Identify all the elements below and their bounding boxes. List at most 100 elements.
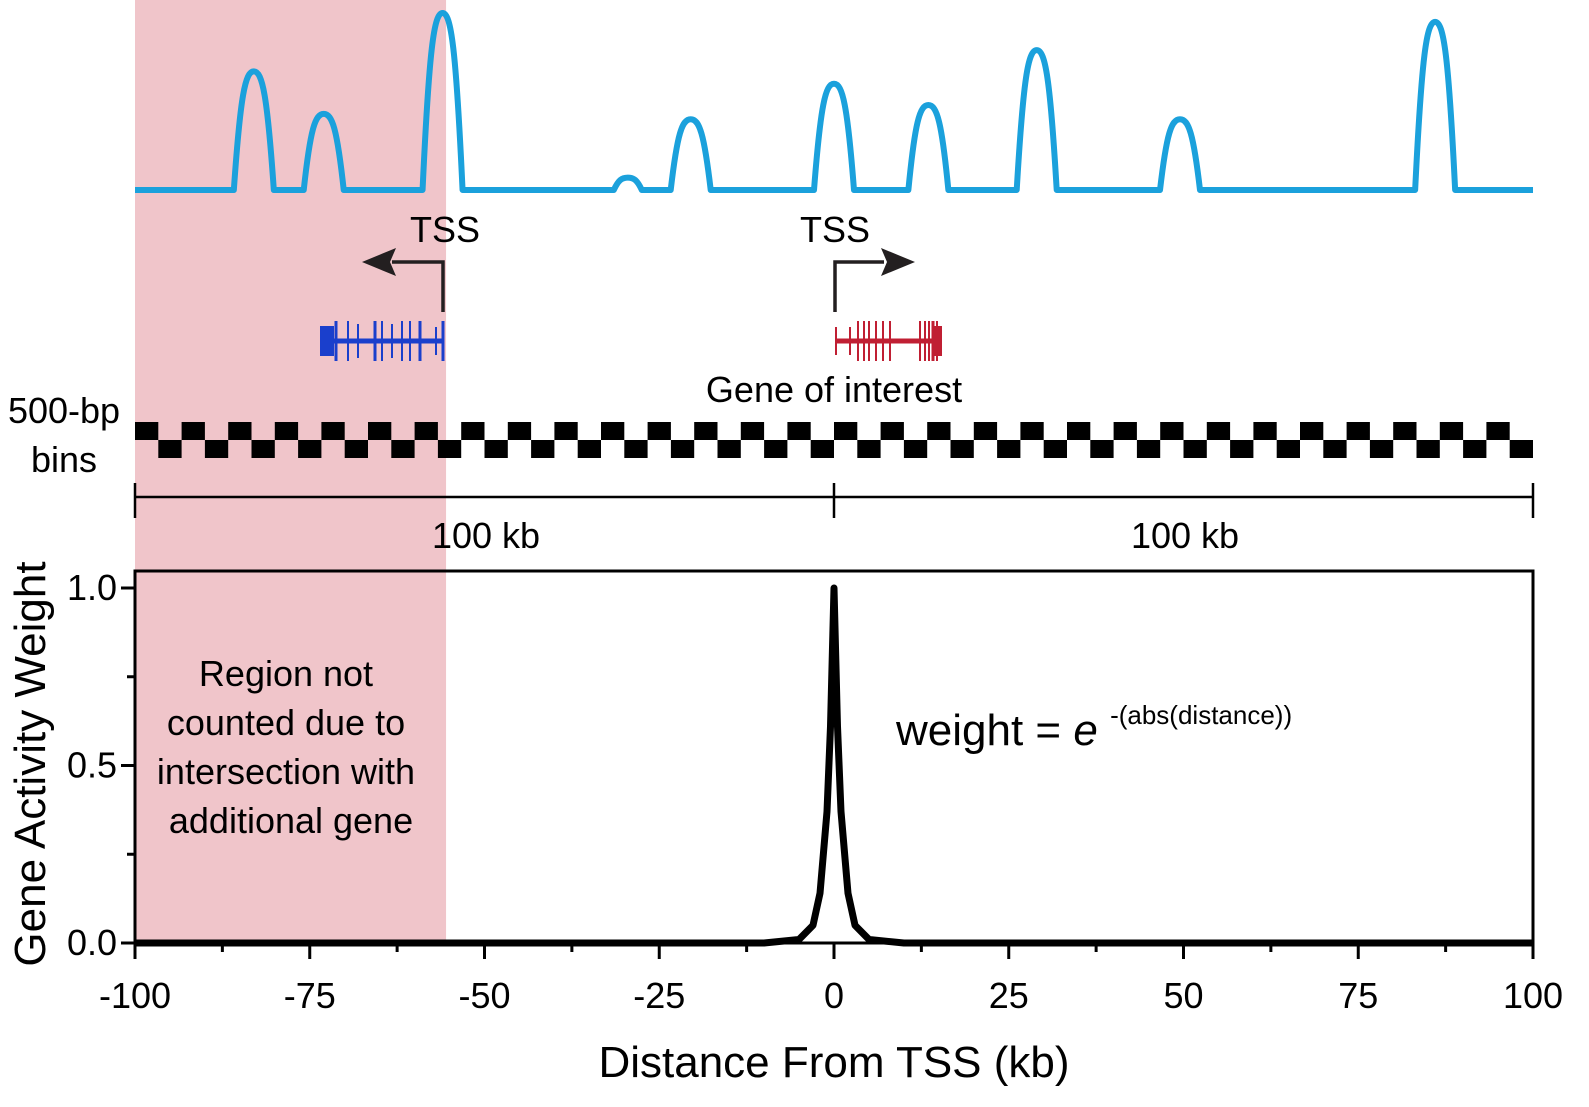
bin-block (461, 422, 485, 440)
left-gene-model (320, 321, 445, 361)
bin-block (274, 422, 299, 440)
tss-right-marker: TSS (800, 209, 915, 312)
bin-block (717, 440, 741, 458)
x-tick-label: 50 (1163, 975, 1203, 1016)
bin-block (321, 422, 345, 440)
region-note-line-4: additional gene (169, 800, 413, 841)
bin-block (1393, 422, 1417, 440)
bins-label-line2: bins (31, 439, 97, 480)
bin-block (1183, 440, 1207, 458)
bin-block (507, 422, 532, 440)
x-tick-label: 25 (989, 975, 1029, 1016)
bin-block (204, 440, 229, 458)
right-gene-model (835, 321, 942, 361)
x-tick-label: -50 (458, 975, 510, 1016)
tss-left-arrow-stem (392, 260, 445, 312)
bin-block (298, 440, 322, 458)
tss-left-arrowhead (362, 248, 396, 276)
bin-block (1067, 422, 1091, 440)
x-tick-label: -75 (284, 975, 336, 1016)
bin-block (647, 422, 671, 440)
x-axis: -100 -75 -50 -25 0 25 50 75 100 (99, 943, 1563, 1016)
gene-utr-block (320, 326, 334, 356)
gene-of-interest-label: Gene of interest (706, 369, 962, 410)
bin-block (880, 422, 904, 440)
y-tick-label: 1.0 (67, 567, 117, 608)
y-tick-label: 0.5 (67, 745, 117, 786)
bin-block (694, 422, 718, 440)
bins-track (135, 422, 1533, 458)
y-axis: 0.0 0.5 1.0 (67, 567, 135, 963)
bin-block (228, 422, 252, 440)
bin-block (787, 422, 811, 440)
bin-block (158, 440, 182, 458)
span-scale (133, 483, 1535, 518)
tss-right-arrowhead (881, 248, 915, 276)
bin-block (577, 440, 601, 458)
bin-block (554, 422, 578, 440)
bin-block (1206, 422, 1231, 440)
excluded-region-shading (135, 0, 447, 943)
region-note-line-2: counted due to (167, 702, 405, 743)
bin-block (810, 440, 834, 458)
y-axis-label: Gene Activity Weight (6, 561, 55, 966)
bin-block (1020, 422, 1044, 440)
bin-block (1300, 422, 1324, 440)
bin-block (135, 422, 159, 440)
bin-block (1160, 422, 1184, 440)
bin-block (1346, 422, 1370, 440)
bin-block (857, 440, 881, 458)
y-tick-label: 0.0 (67, 922, 117, 963)
region-note-line-1: Region not (199, 653, 373, 694)
bin-block (1230, 440, 1254, 458)
bin-block (1509, 440, 1533, 458)
region-note: Region not counted due to intersection w… (157, 653, 425, 841)
bin-block (344, 440, 368, 458)
bin-block (601, 422, 625, 440)
weight-curve-line (135, 584, 1533, 947)
bin-block (1276, 440, 1300, 458)
bin-block (997, 440, 1021, 458)
formula-base: e (1073, 706, 1097, 755)
tss-right-label: TSS (800, 209, 870, 250)
bins-label-line1: 500-bp (8, 390, 120, 431)
bin-block (531, 440, 555, 458)
bin-block (1486, 422, 1510, 440)
bin-block (1136, 440, 1161, 458)
formula-prefix: weight = (895, 706, 1073, 755)
bin-block (368, 422, 392, 440)
tss-right-arrow-stem (833, 260, 884, 312)
bin-block (391, 440, 415, 458)
bin-block (764, 440, 788, 458)
bin-block (903, 440, 928, 458)
x-tick-label: -100 (99, 975, 171, 1016)
weight-formula: weight = e -(abs(distance)) (895, 700, 1292, 755)
bin-block (1439, 422, 1464, 440)
bin-block (1463, 440, 1487, 458)
bin-block (834, 422, 858, 440)
tss-left-label: TSS (410, 209, 480, 250)
x-tick-label: 100 (1503, 975, 1563, 1016)
bin-block (1369, 440, 1394, 458)
x-axis-label: Distance From TSS (kb) (598, 1038, 1069, 1087)
bin-block (181, 422, 205, 440)
bin-block (251, 440, 275, 458)
x-tick-label: 75 (1338, 975, 1378, 1016)
bin-block (927, 422, 951, 440)
region-note-line-3: intersection with (157, 751, 415, 792)
bin-block (670, 440, 695, 458)
bin-block (484, 440, 508, 458)
x-tick-label: 0 (824, 975, 844, 1016)
signal-trace (135, 10, 1533, 193)
span-left-label: 100 kb (432, 515, 540, 556)
bin-block (973, 422, 998, 440)
bin-block (1113, 422, 1137, 440)
tss-left-marker: TSS (362, 209, 480, 312)
x-tick-label: -25 (633, 975, 685, 1016)
bin-block (437, 440, 462, 458)
bin-block (1090, 440, 1114, 458)
gene-utr-block (934, 326, 942, 356)
bin-block (950, 440, 974, 458)
bin-block (414, 422, 438, 440)
